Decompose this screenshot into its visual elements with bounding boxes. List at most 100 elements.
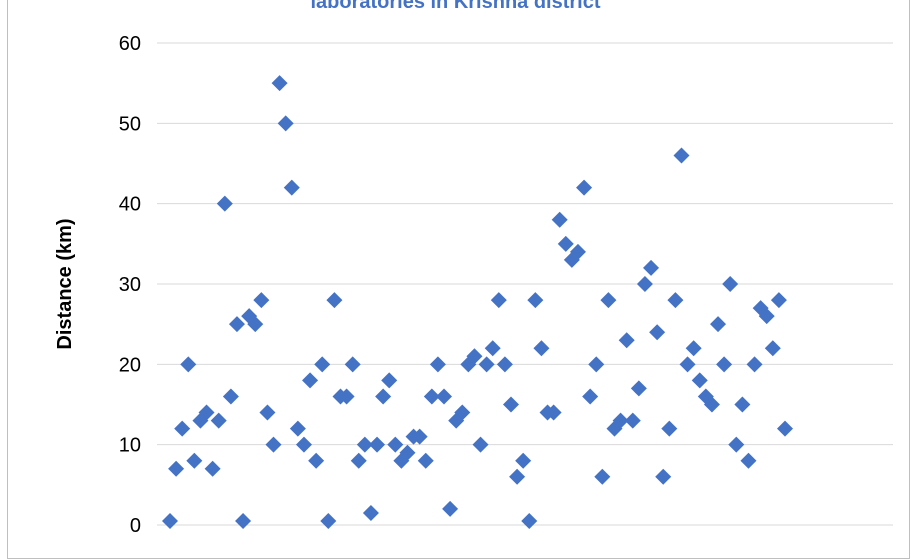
data-point: [228, 316, 245, 333]
data-point: [527, 292, 544, 309]
gridlines: [157, 42, 893, 526]
data-points: [162, 75, 793, 529]
data-point: [600, 292, 617, 309]
data-point: [362, 504, 379, 521]
data-point: [636, 276, 653, 292]
data-point: [655, 468, 672, 485]
data-point: [502, 396, 519, 413]
chart-frame: [7, 0, 910, 559]
data-point: [271, 75, 288, 92]
data-point: [314, 356, 331, 373]
data-point: [716, 356, 733, 373]
data-point: [198, 404, 215, 421]
data-point: [667, 292, 684, 309]
data-point: [588, 356, 605, 373]
data-point: [685, 340, 702, 357]
y-tick-labels: 0 10 20 30 40 50 60: [119, 33, 141, 537]
data-point: [569, 243, 586, 260]
data-point: [557, 235, 574, 252]
data-point: [624, 412, 641, 429]
data-point: [758, 308, 775, 325]
data-point: [168, 460, 185, 477]
data-point: [429, 356, 446, 373]
data-point: [417, 452, 434, 469]
data-point: [612, 412, 629, 429]
data-point: [174, 420, 191, 437]
data-point: [253, 292, 270, 309]
y-axis-title: Distance (km): [54, 218, 76, 349]
data-point: [204, 460, 221, 477]
data-point: [673, 147, 690, 164]
y-tick-label: 0: [130, 515, 141, 537]
data-point: [387, 436, 404, 453]
data-point: [728, 436, 745, 453]
data-point: [576, 179, 593, 196]
data-point: [289, 420, 306, 437]
y-tick-label: 40: [119, 194, 141, 216]
data-point: [399, 444, 416, 461]
data-point: [515, 452, 532, 469]
data-point: [746, 356, 763, 373]
data-point: [320, 512, 337, 529]
data-point: [344, 356, 361, 373]
data-point: [210, 412, 227, 429]
data-point: [295, 436, 312, 453]
data-point: [162, 512, 178, 529]
data-point: [436, 388, 453, 405]
data-point: [411, 428, 428, 445]
data-point: [375, 388, 392, 405]
data-point: [777, 420, 793, 437]
y-tick-label: 20: [119, 354, 141, 376]
data-point: [338, 388, 355, 405]
data-point: [649, 324, 666, 341]
data-point: [770, 292, 787, 309]
data-point: [326, 292, 343, 309]
data-point: [235, 512, 252, 529]
data-point: [356, 436, 373, 453]
data-point: [545, 404, 562, 421]
data-point: [691, 372, 708, 389]
chart-title: laboratories in Krishna district: [310, 0, 601, 13]
data-point: [277, 115, 294, 132]
data-point: [216, 195, 233, 212]
data-point: [734, 396, 751, 413]
data-point: [466, 348, 483, 365]
data-point: [710, 316, 727, 333]
data-point: [265, 436, 282, 453]
data-point: [618, 332, 635, 349]
data-point: [643, 259, 660, 276]
data-point: [186, 452, 203, 469]
data-point: [679, 356, 696, 373]
data-point: [630, 380, 647, 397]
data-point: [509, 468, 526, 485]
data-point: [521, 512, 538, 529]
data-point: [551, 211, 568, 228]
data-point: [222, 388, 239, 405]
data-point: [764, 340, 781, 357]
data-point: [661, 420, 678, 437]
data-point: [454, 404, 471, 421]
y-tick-label: 50: [119, 113, 141, 135]
data-point: [180, 356, 197, 373]
data-point: [740, 452, 757, 469]
y-tick-label: 10: [119, 435, 141, 457]
data-point: [594, 468, 611, 485]
data-point: [703, 396, 720, 413]
data-point: [381, 372, 398, 389]
data-point: [484, 340, 501, 357]
data-point: [423, 388, 440, 405]
data-point: [496, 356, 513, 373]
data-point: [259, 404, 276, 421]
data-point: [478, 356, 495, 373]
data-point: [582, 388, 599, 405]
data-point: [247, 316, 264, 333]
data-point: [308, 452, 325, 469]
data-point: [533, 340, 550, 357]
data-point: [442, 500, 459, 517]
y-tick-label: 60: [119, 33, 141, 55]
data-point: [490, 292, 507, 309]
data-point: [283, 179, 300, 196]
data-point: [472, 436, 489, 453]
data-point: [302, 372, 319, 389]
